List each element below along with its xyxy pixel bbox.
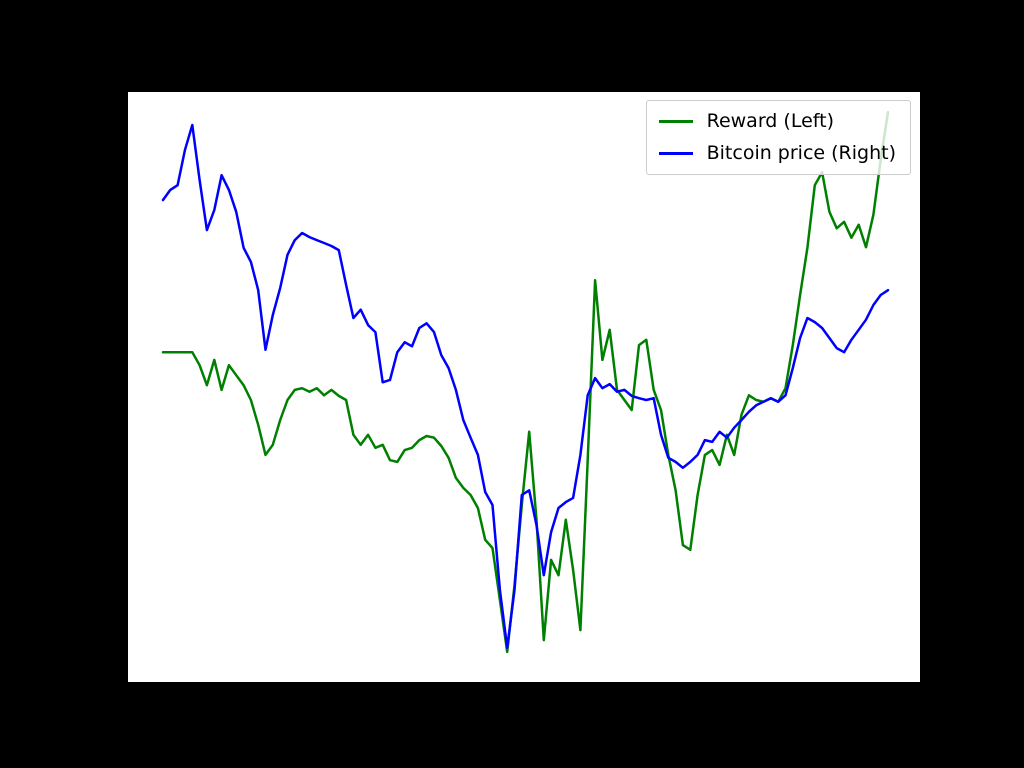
legend[interactable]: Reward (Left) Bitcoin price (Right) <box>645 100 911 175</box>
plot-area: Reward (Left) Bitcoin price (Right) <box>128 92 920 682</box>
legend-label-reward: Reward (Left) <box>706 110 834 132</box>
line-chart <box>161 110 890 654</box>
legend-item-bitcoin-price: Bitcoin price (Right) <box>658 141 896 165</box>
reward-line-swatch <box>658 119 693 123</box>
legend-label-bitcoin-price: Bitcoin price (Right) <box>706 141 896 164</box>
bitcoin-price-line-swatch <box>658 151 693 155</box>
bitcoin-price-line <box>161 123 890 650</box>
legend-item-reward: Reward (Left) <box>658 110 896 133</box>
reward-line <box>161 110 890 654</box>
